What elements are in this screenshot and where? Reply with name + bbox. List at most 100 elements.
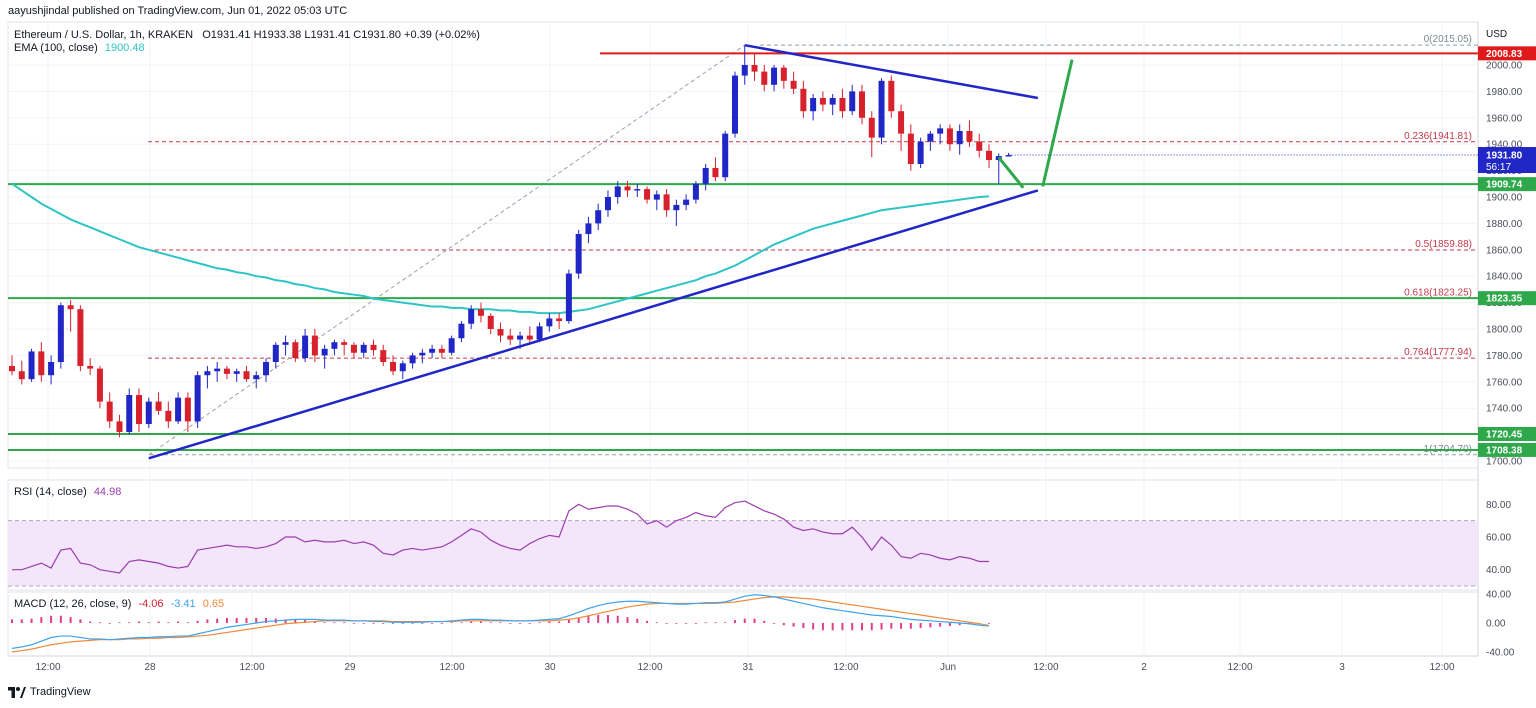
candle bbox=[429, 344, 436, 359]
macd-hist-bar bbox=[20, 619, 23, 623]
macd-hist-bar bbox=[489, 622, 492, 624]
macd-hist-bar bbox=[870, 623, 873, 631]
macd-hist-bar bbox=[362, 623, 365, 624]
candle-body bbox=[116, 421, 123, 432]
support-3-price-label: 1720.45 bbox=[1486, 430, 1523, 441]
candle bbox=[438, 344, 445, 359]
candle bbox=[712, 157, 719, 182]
macd-hist-bar bbox=[255, 617, 258, 623]
candle bbox=[321, 344, 328, 369]
macd-pane bbox=[7, 591, 1479, 657]
candle-body bbox=[780, 67, 787, 81]
candle-body bbox=[673, 204, 680, 211]
macd-hist-bar bbox=[665, 623, 668, 624]
candle bbox=[946, 124, 953, 151]
candle bbox=[253, 371, 260, 389]
candle bbox=[409, 352, 416, 369]
rsi-value: 44.98 bbox=[93, 486, 122, 498]
candle-body bbox=[976, 141, 983, 151]
candle-body bbox=[272, 344, 279, 362]
macd-title: MACD (12, 26, close, 9) bbox=[14, 598, 132, 610]
candle-body bbox=[292, 342, 299, 359]
candle bbox=[350, 342, 357, 359]
candle bbox=[87, 358, 94, 376]
candle-body bbox=[438, 348, 445, 353]
candle-body bbox=[722, 133, 729, 178]
candle-body bbox=[390, 362, 397, 372]
x-tick-label: 12:00 bbox=[833, 662, 858, 673]
tradingview-brand[interactable]: TradingView bbox=[8, 686, 91, 698]
candle-body bbox=[18, 371, 25, 380]
macd-hist-bar bbox=[548, 621, 551, 623]
candle-body bbox=[282, 342, 289, 345]
currency-label: USD bbox=[1486, 29, 1508, 40]
candle-body bbox=[1005, 155, 1012, 157]
support-1-price-label: 1909.74 bbox=[1486, 180, 1523, 191]
macd-hist-bar bbox=[11, 619, 13, 623]
candle bbox=[282, 335, 289, 356]
candle bbox=[214, 362, 221, 382]
support-2-price-label: 1823.35 bbox=[1486, 294, 1523, 305]
candle bbox=[126, 388, 133, 435]
macd-hist-bar bbox=[196, 620, 199, 623]
candle bbox=[370, 339, 377, 356]
macd-hist-bar bbox=[538, 622, 541, 624]
countdown-label: 56:17 bbox=[1486, 162, 1511, 173]
candle-body bbox=[28, 351, 35, 380]
candle-body bbox=[253, 375, 260, 380]
x-tick-label: 3 bbox=[1339, 662, 1345, 673]
macd-tick-label: -40.00 bbox=[1486, 648, 1515, 659]
candle-body bbox=[810, 98, 817, 112]
macd-hist-bar bbox=[958, 623, 961, 626]
macd-hist-bar bbox=[606, 615, 609, 623]
candle-body bbox=[214, 368, 221, 372]
macd-hist-bar bbox=[206, 619, 209, 623]
candle bbox=[751, 54, 758, 81]
macd-hist-bar bbox=[646, 620, 649, 623]
ema-line bbox=[11, 182, 990, 315]
macd-hist-bar bbox=[40, 617, 43, 623]
candle bbox=[184, 392, 191, 432]
brand-label: TradingView bbox=[30, 686, 91, 698]
support-4-price-tag bbox=[1478, 442, 1536, 457]
candle bbox=[116, 414, 123, 438]
candle-body bbox=[546, 318, 553, 327]
candle-body bbox=[712, 167, 719, 178]
candle-body bbox=[331, 342, 338, 349]
macd-hist-bar bbox=[655, 622, 658, 624]
candle bbox=[204, 365, 211, 389]
macd-hist-bar bbox=[597, 615, 600, 623]
macd-hist-bar bbox=[831, 623, 834, 631]
macd-hist-bar bbox=[225, 617, 228, 623]
candle bbox=[624, 181, 631, 197]
fib-label-0.618: 0.618(1823.25) bbox=[1404, 287, 1472, 298]
candle bbox=[302, 329, 309, 362]
candle bbox=[575, 230, 582, 279]
candle bbox=[38, 342, 45, 382]
y-tick-label: 1880.00 bbox=[1486, 219, 1523, 230]
candle-body bbox=[341, 342, 348, 345]
candle bbox=[380, 344, 387, 366]
macd-hist-bar bbox=[743, 618, 746, 623]
candle-body bbox=[526, 335, 533, 340]
y-tick-label: 1960.00 bbox=[1486, 113, 1523, 124]
candle-body bbox=[595, 210, 602, 224]
candle-body bbox=[487, 315, 494, 329]
candle bbox=[868, 111, 875, 158]
candle bbox=[497, 322, 504, 343]
candle-body bbox=[585, 223, 592, 234]
candle-body bbox=[937, 128, 944, 134]
candle-body bbox=[653, 194, 660, 200]
candle-body bbox=[604, 197, 611, 211]
candle bbox=[77, 305, 84, 372]
candle bbox=[155, 392, 162, 415]
candle-body bbox=[136, 395, 143, 425]
candle-body bbox=[946, 128, 953, 145]
macd-hist-bar bbox=[929, 623, 932, 628]
fib-label-0.5: 0.5(1859.88) bbox=[1415, 239, 1472, 250]
candle-body bbox=[868, 117, 875, 138]
y-tick-label: 1700.00 bbox=[1486, 457, 1523, 468]
candle bbox=[565, 269, 572, 324]
macd-hist-bar bbox=[89, 621, 92, 623]
